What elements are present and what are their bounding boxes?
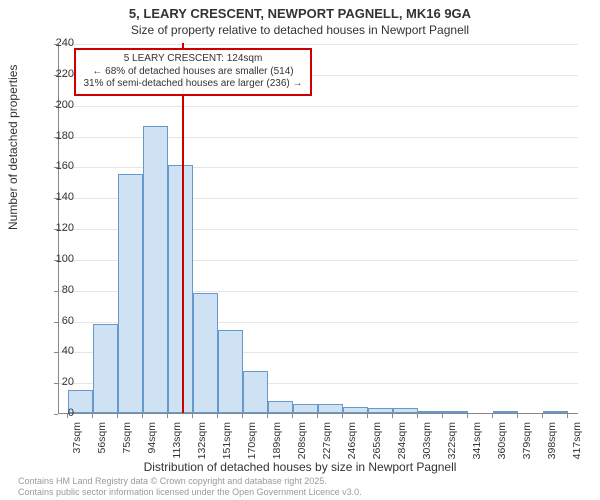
histogram-bar bbox=[343, 407, 368, 413]
y-tick-mark bbox=[54, 167, 58, 168]
x-tick-mark bbox=[217, 414, 218, 418]
histogram-bar bbox=[218, 330, 243, 413]
x-tick-mark bbox=[442, 414, 443, 418]
annotation-line: ← 68% of detached houses are smaller (51… bbox=[80, 66, 306, 79]
x-tick-label: 37sqm bbox=[71, 422, 83, 470]
x-tick-mark bbox=[467, 414, 468, 418]
y-tick-label: 120 bbox=[34, 222, 74, 234]
annotation-line: 31% of semi-detached houses are larger (… bbox=[80, 78, 306, 91]
y-tick-mark bbox=[54, 322, 58, 323]
x-tick-mark bbox=[317, 414, 318, 418]
histogram-bar bbox=[493, 411, 518, 413]
x-tick-mark bbox=[67, 414, 68, 418]
y-tick-mark bbox=[54, 44, 58, 45]
histogram-bar bbox=[393, 408, 418, 413]
x-tick-label: 360sqm bbox=[496, 422, 508, 470]
x-tick-label: 132sqm bbox=[196, 422, 208, 470]
histogram-bar bbox=[293, 404, 318, 413]
x-tick-mark bbox=[367, 414, 368, 418]
y-tick-label: 20 bbox=[34, 376, 74, 388]
footer-attribution-1: Contains HM Land Registry data © Crown c… bbox=[18, 476, 327, 486]
y-tick-label: 140 bbox=[34, 191, 74, 203]
histogram-bar bbox=[143, 126, 168, 413]
y-tick-mark bbox=[54, 229, 58, 230]
y-axis-label: Number of detached properties bbox=[6, 65, 20, 230]
y-tick-mark bbox=[54, 383, 58, 384]
annotation-line: 5 LEARY CRESCENT: 124sqm bbox=[80, 53, 306, 66]
x-tick-label: 246sqm bbox=[346, 422, 358, 470]
histogram-bar bbox=[443, 411, 468, 413]
chart-subtitle: Size of property relative to detached ho… bbox=[0, 23, 600, 37]
x-tick-mark bbox=[392, 414, 393, 418]
x-tick-label: 56sqm bbox=[96, 422, 108, 470]
x-tick-mark bbox=[417, 414, 418, 418]
x-tick-label: 94sqm bbox=[146, 422, 158, 470]
gridline bbox=[59, 167, 578, 168]
x-tick-label: 170sqm bbox=[246, 422, 258, 470]
reference-line bbox=[182, 43, 184, 413]
x-tick-mark bbox=[117, 414, 118, 418]
y-tick-label: 80 bbox=[34, 284, 74, 296]
x-tick-label: 113sqm bbox=[171, 422, 183, 470]
x-tick-mark bbox=[517, 414, 518, 418]
histogram-bar bbox=[193, 293, 218, 413]
y-tick-mark bbox=[54, 352, 58, 353]
x-tick-label: 379sqm bbox=[521, 422, 533, 470]
gridline bbox=[59, 106, 578, 107]
y-tick-mark bbox=[54, 106, 58, 107]
x-tick-mark bbox=[242, 414, 243, 418]
x-tick-label: 189sqm bbox=[271, 422, 283, 470]
y-tick-label: 40 bbox=[34, 345, 74, 357]
x-tick-label: 227sqm bbox=[321, 422, 333, 470]
histogram-bar bbox=[268, 401, 293, 413]
y-tick-label: 200 bbox=[34, 99, 74, 111]
gridline bbox=[59, 137, 578, 138]
gridline bbox=[59, 44, 578, 45]
x-tick-mark bbox=[567, 414, 568, 418]
x-tick-mark bbox=[267, 414, 268, 418]
x-tick-label: 322sqm bbox=[446, 422, 458, 470]
x-tick-mark bbox=[92, 414, 93, 418]
x-tick-label: 417sqm bbox=[571, 422, 583, 470]
histogram-bar bbox=[368, 408, 393, 413]
plot-area bbox=[58, 44, 578, 414]
x-tick-mark bbox=[192, 414, 193, 418]
y-tick-mark bbox=[54, 291, 58, 292]
y-tick-label: 60 bbox=[34, 315, 74, 327]
y-tick-label: 240 bbox=[34, 37, 74, 49]
x-tick-label: 265sqm bbox=[371, 422, 383, 470]
x-tick-mark bbox=[142, 414, 143, 418]
y-tick-label: 160 bbox=[34, 160, 74, 172]
y-tick-label: 100 bbox=[34, 253, 74, 265]
x-tick-mark bbox=[492, 414, 493, 418]
x-tick-mark bbox=[167, 414, 168, 418]
x-tick-mark bbox=[542, 414, 543, 418]
x-tick-label: 151sqm bbox=[221, 422, 233, 470]
histogram-bar bbox=[418, 411, 443, 413]
y-tick-mark bbox=[54, 137, 58, 138]
y-tick-label: 220 bbox=[34, 68, 74, 80]
x-tick-label: 303sqm bbox=[421, 422, 433, 470]
histogram-bar bbox=[543, 411, 568, 413]
chart-title: 5, LEARY CRESCENT, NEWPORT PAGNELL, MK16… bbox=[0, 6, 600, 21]
x-tick-label: 75sqm bbox=[121, 422, 133, 470]
histogram-bar bbox=[243, 371, 268, 413]
x-tick-mark bbox=[292, 414, 293, 418]
x-tick-label: 284sqm bbox=[396, 422, 408, 470]
histogram-bar bbox=[118, 174, 143, 413]
histogram-bar bbox=[318, 404, 343, 413]
footer-attribution-2: Contains public sector information licen… bbox=[18, 487, 362, 497]
y-tick-mark bbox=[54, 414, 58, 415]
x-tick-label: 398sqm bbox=[546, 422, 558, 470]
annotation-box: 5 LEARY CRESCENT: 124sqm← 68% of detache… bbox=[74, 48, 312, 96]
histogram-bar bbox=[93, 324, 118, 413]
y-tick-mark bbox=[54, 198, 58, 199]
y-tick-mark bbox=[54, 75, 58, 76]
x-tick-mark bbox=[342, 414, 343, 418]
y-tick-label: 180 bbox=[34, 130, 74, 142]
x-tick-label: 208sqm bbox=[296, 422, 308, 470]
x-tick-label: 341sqm bbox=[471, 422, 483, 470]
y-tick-mark bbox=[54, 260, 58, 261]
